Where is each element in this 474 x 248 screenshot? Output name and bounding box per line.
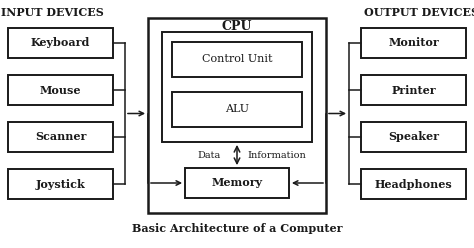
Text: Headphones: Headphones — [374, 179, 452, 189]
Bar — [172, 92, 302, 127]
Text: Data: Data — [197, 151, 220, 159]
Bar — [361, 122, 466, 152]
Text: Joystick: Joystick — [36, 179, 85, 189]
Bar — [8, 28, 113, 58]
Text: Information: Information — [247, 151, 306, 159]
Bar — [361, 75, 466, 105]
Text: Control Unit: Control Unit — [202, 55, 272, 64]
Text: Keyboard: Keyboard — [31, 37, 90, 49]
Text: INPUT DEVICES: INPUT DEVICES — [0, 6, 103, 18]
Bar — [148, 18, 326, 213]
Bar — [8, 169, 113, 199]
Text: Scanner: Scanner — [35, 131, 86, 143]
Text: OUTPUT DEVICES: OUTPUT DEVICES — [365, 6, 474, 18]
Bar — [8, 122, 113, 152]
Text: ALU: ALU — [225, 104, 249, 115]
Text: Basic Architecture of a Computer: Basic Architecture of a Computer — [132, 222, 342, 234]
Text: Memory: Memory — [211, 178, 263, 188]
Bar — [361, 169, 466, 199]
Bar — [361, 28, 466, 58]
Bar — [162, 32, 312, 142]
Text: Monitor: Monitor — [388, 37, 439, 49]
Bar — [8, 75, 113, 105]
Text: Printer: Printer — [391, 85, 436, 95]
Text: CPU: CPU — [222, 21, 252, 33]
Bar — [172, 42, 302, 77]
Bar — [185, 168, 289, 198]
Text: Speaker: Speaker — [388, 131, 439, 143]
Text: Mouse: Mouse — [40, 85, 81, 95]
